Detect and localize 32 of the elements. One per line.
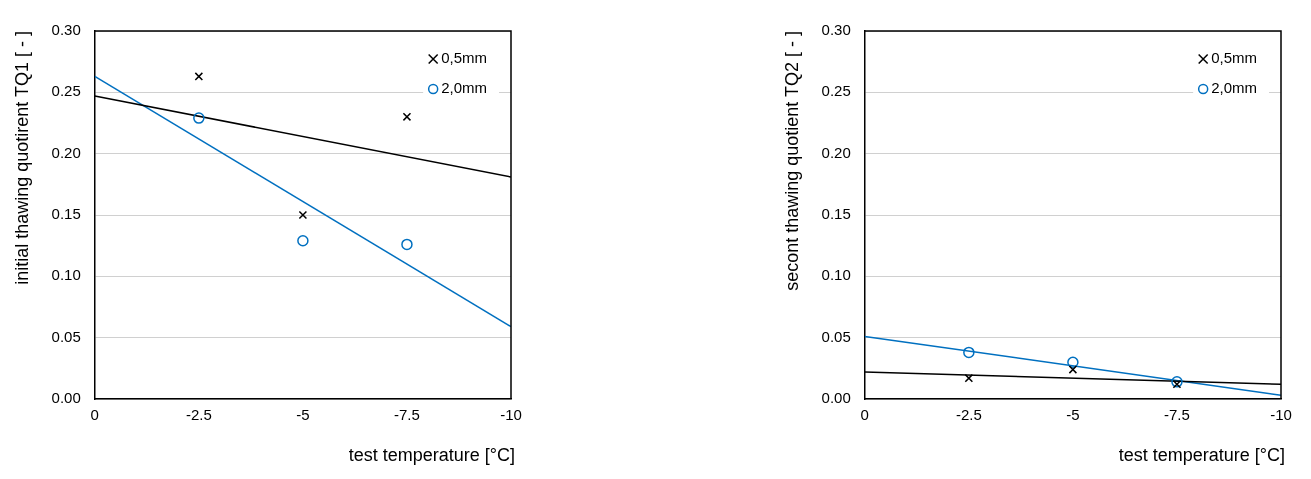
legend-label: 2,0mm — [441, 79, 487, 97]
y-tick-label: 0.05 — [51, 327, 81, 345]
x-tick-label: -5 — [1066, 406, 1080, 424]
x-tick-label: 0 — [90, 406, 99, 424]
y-tick-label: 0.15 — [51, 205, 81, 223]
y-tick-label: 0.30 — [51, 21, 81, 39]
legend-label: 2,0mm — [1211, 79, 1257, 97]
y-tick-label: 0.00 — [51, 389, 81, 407]
y-tick-label: 0.10 — [821, 266, 851, 284]
x-tick-label: -5 — [296, 406, 310, 424]
x-axis-title: test temperature [°C] — [1118, 444, 1285, 465]
y-tick-label: 0.20 — [821, 143, 851, 161]
y-tick-label: 0.20 — [51, 143, 81, 161]
y-axis-title: initial thawing quotirent TQ1 [ - ] — [11, 31, 32, 285]
legend-label: 0,5mm — [441, 49, 487, 67]
x-tick-label: -2.5 — [185, 406, 212, 424]
x-tick-label: -7.5 — [1164, 406, 1190, 424]
y-tick-label: 0.25 — [821, 82, 851, 100]
y-tick-label: 0.10 — [51, 266, 81, 284]
y-tick-label: 0.05 — [821, 327, 851, 345]
x-tick-label: -7.5 — [394, 406, 420, 424]
x-tick-label: -2.5 — [955, 406, 982, 424]
y-axis-title: secont thawing quotient TQ2 [ - ] — [781, 31, 802, 291]
x-tick-label: -10 — [500, 406, 522, 424]
y-tick-label: 0.25 — [51, 82, 81, 100]
x-axis-title: test temperature [°C] — [348, 444, 515, 465]
x-tick-label: 0 — [860, 406, 869, 424]
x-tick-label: -10 — [1270, 406, 1292, 424]
legend-label: 0,5mm — [1211, 49, 1257, 67]
y-tick-label: 0.00 — [821, 389, 851, 407]
y-tick-label: 0.15 — [821, 205, 851, 223]
y-tick-label: 0.30 — [821, 21, 851, 39]
